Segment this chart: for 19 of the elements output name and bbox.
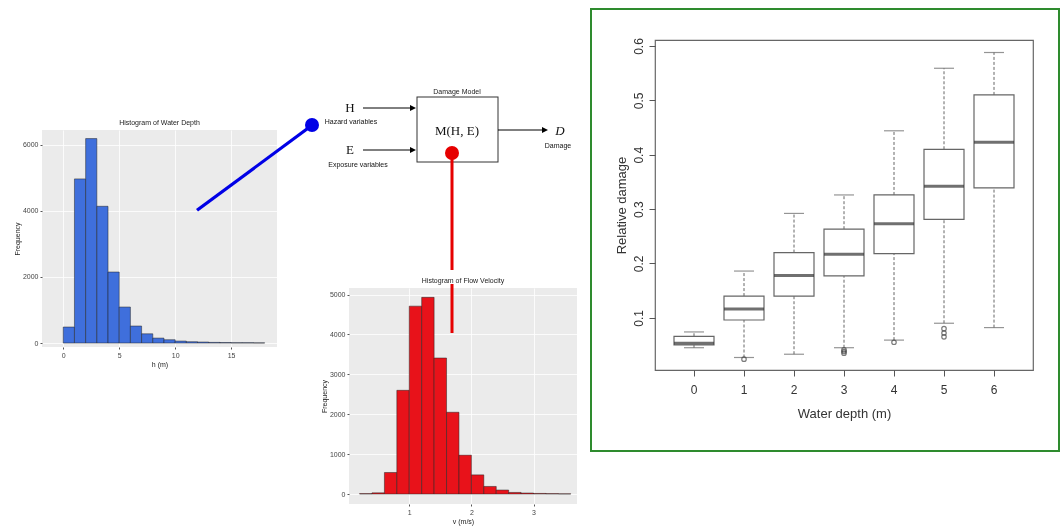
- text: H: [345, 100, 355, 115]
- y-tick-label: 0.1: [631, 309, 646, 327]
- x-tick-label: 1: [740, 382, 748, 397]
- x-tick-label: 2: [790, 382, 798, 397]
- y-axis-title: Relative damage: [613, 156, 629, 255]
- text: E: [346, 142, 355, 157]
- x-tick-label: 6: [990, 382, 998, 397]
- y-tick-label: 0.2: [631, 255, 646, 273]
- x-tick-label: 4: [890, 382, 898, 397]
- text: D: [554, 123, 566, 138]
- y-tick-label: 0.6: [631, 37, 646, 55]
- y-tick-label: 0.5: [631, 92, 646, 110]
- y-tick-label: 0.3: [631, 200, 646, 218]
- x-tick-label: 5: [940, 382, 948, 397]
- text: M(H, E): [434, 123, 480, 138]
- x-axis-title: Water depth (m): [797, 405, 892, 421]
- x-tick-label: 3: [840, 382, 848, 397]
- x-tick-label: 0: [690, 382, 698, 397]
- y-tick-label: 0.4: [631, 146, 646, 164]
